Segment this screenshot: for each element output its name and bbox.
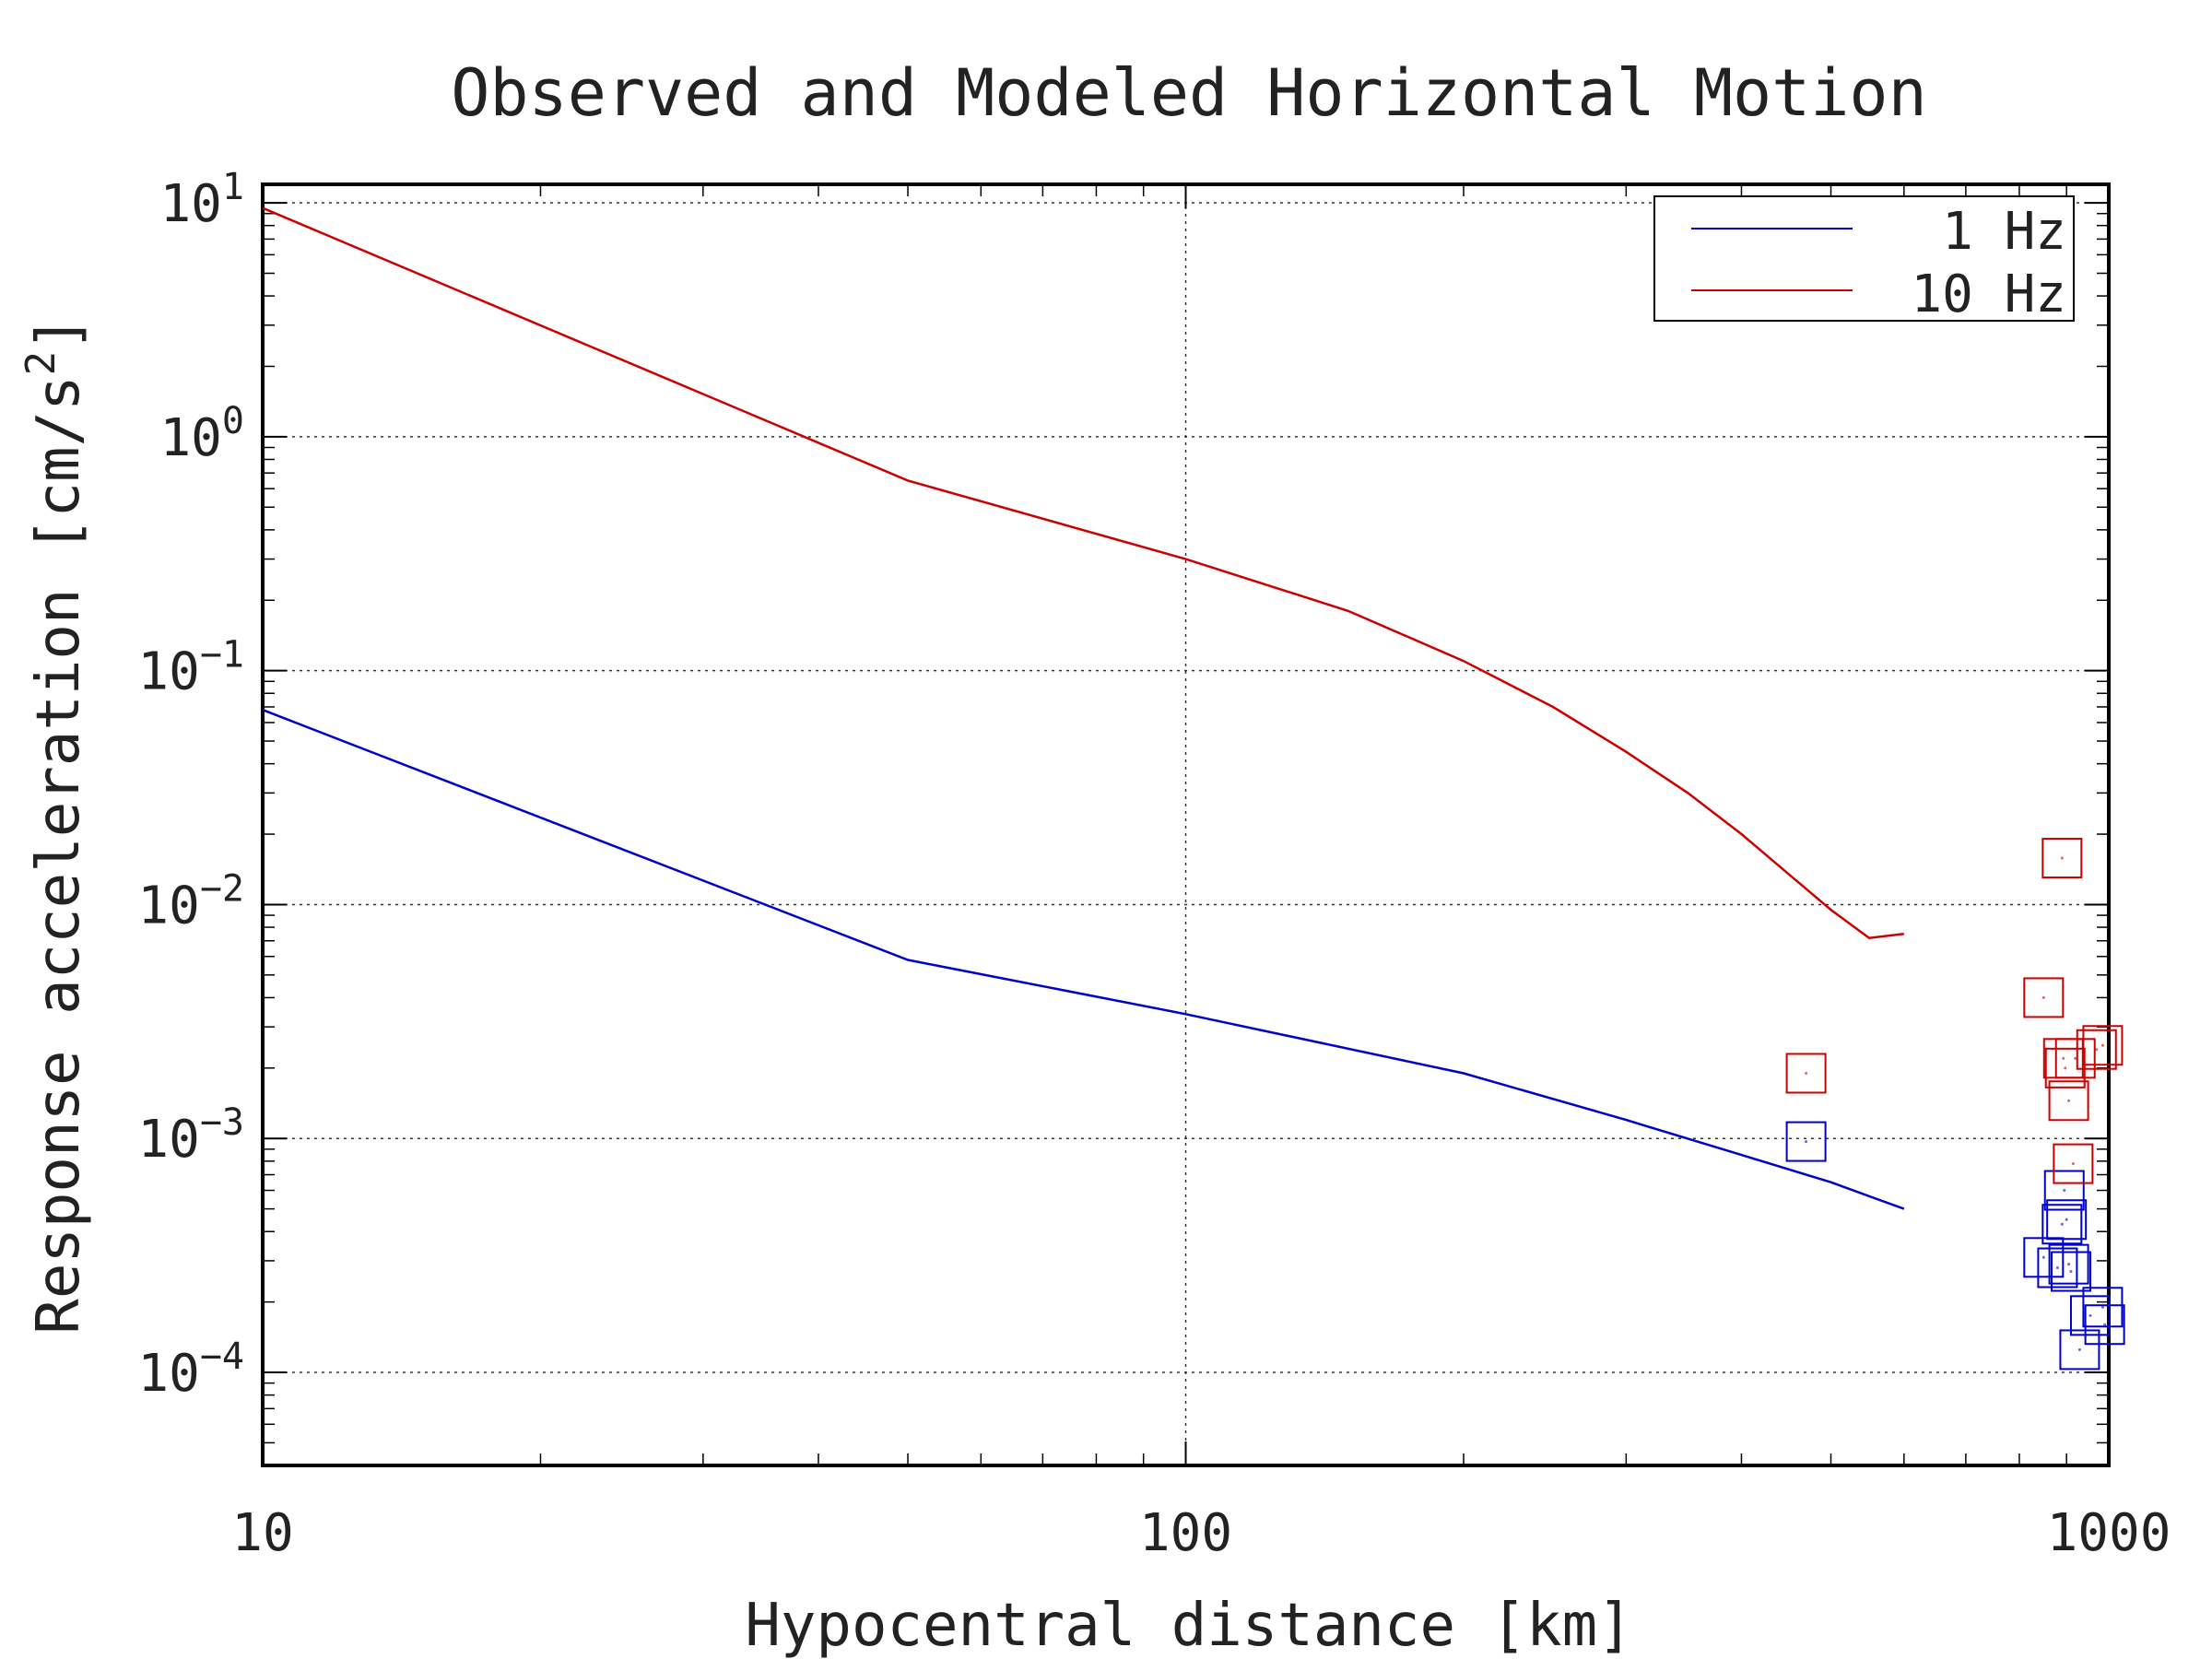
observed-point-center-1hz [2060, 1222, 2064, 1226]
y-tick-base: 10 [159, 174, 221, 234]
observed-point-1hz [2082, 1287, 2124, 1328]
observed-point-1hz [2048, 1243, 2089, 1285]
y-tick-label: 10−3 [137, 1101, 244, 1170]
observed-point-10hz [2082, 1025, 2124, 1066]
model-line-10hz [262, 206, 1904, 939]
y-tick-base: 10 [137, 1344, 199, 1404]
model-line-1hz [262, 709, 1905, 1210]
observed-point-1hz [1785, 1121, 1827, 1162]
y-tick-label: 10−1 [137, 634, 244, 702]
observed-point-center-1hz [2069, 1270, 2073, 1274]
observed-point-center-10hz [2071, 1162, 2075, 1166]
observed-point-1hz [2037, 1247, 2078, 1288]
x-tick-label: 1000 [2047, 1503, 2171, 1563]
legend-label-1hz: 1 Hz [1942, 202, 2066, 262]
y-tick-label: 101 [159, 166, 244, 234]
observed-point-center-1hz [1805, 1140, 1808, 1144]
plot-area [261, 182, 2125, 1467]
y-tick-label: 100 [159, 400, 244, 468]
y-tick-exponent: −3 [200, 1101, 244, 1144]
observed-point-center-1hz [2100, 1305, 2104, 1309]
y-tick-base: 10 [137, 642, 199, 702]
y-tick-exponent: −4 [200, 1335, 244, 1378]
x-tick-label: 10 [231, 1503, 293, 1563]
observed-point-center-10hz [2067, 1099, 2071, 1102]
y-tick-exponent: 1 [222, 166, 244, 208]
observed-point-center-1hz [2055, 1266, 2059, 1270]
y-tick-exponent: −1 [200, 634, 244, 677]
y-tick-exponent: −2 [200, 867, 244, 910]
observed-point-10hz [2054, 1038, 2096, 1079]
y-axis-label-main: Response acceleration [cm/s [25, 375, 93, 1334]
observed-point-10hz [2048, 1080, 2089, 1122]
markers-layer [1785, 838, 2125, 1371]
observed-point-1hz [2084, 1304, 2125, 1346]
observed-point-center-1hz [2041, 1255, 2045, 1259]
y-tick-base: 10 [137, 1110, 199, 1170]
y-axis-label: Response acceleration [cm/s2] [18, 315, 93, 1334]
observed-point-center-10hz [2041, 995, 2045, 999]
observed-point-1hz [2069, 1295, 2111, 1336]
observed-point-center-10hz [2064, 1066, 2067, 1070]
y-tick-exponent: 0 [222, 400, 244, 442]
observed-point-10hz [2041, 838, 2083, 879]
legend-label-10hz: 10 Hz [1911, 265, 2066, 324]
observed-point-center-10hz [2060, 856, 2064, 860]
observed-point-10hz [2053, 1143, 2094, 1184]
observed-point-1hz [2043, 1170, 2085, 1211]
x-axis-label: Hypocentral distance [km] [745, 1592, 1632, 1659]
observed-point-center-1hz [2103, 1323, 2107, 1326]
observed-point-center-1hz [2088, 1313, 2092, 1317]
observed-point-10hz [1785, 1053, 1827, 1094]
series-layer [262, 206, 1905, 1210]
observed-point-center-1hz [2065, 1218, 2068, 1221]
observed-point-10hz [2076, 1029, 2117, 1070]
observed-point-1hz [2041, 1204, 2083, 1245]
y-axis-label-end: ] [25, 315, 93, 351]
y-axis-label-sup: 2 [18, 351, 65, 376]
observed-point-center-10hz [1805, 1071, 1808, 1075]
observed-point-center-10hz [2100, 1043, 2104, 1047]
chart-title: Observed and Modeled Horizontal Motion [451, 55, 1926, 131]
y-tick-base: 10 [159, 408, 221, 468]
observed-point-center-10hz [2095, 1048, 2099, 1052]
minor-ticks [262, 184, 2110, 1465]
observed-point-1hz [2050, 1251, 2091, 1292]
y-tick-label: 10−2 [137, 867, 244, 935]
legend: 1 Hz 10 Hz [1653, 195, 2075, 324]
observed-point-center-1hz [2077, 1347, 2081, 1351]
legend-box [1653, 195, 2075, 322]
observed-point-10hz [2023, 977, 2065, 1018]
observed-point-center-10hz [2062, 1056, 2065, 1060]
y-tick-label: 10−4 [137, 1335, 244, 1404]
observed-point-center-10hz [2074, 1056, 2077, 1060]
y-tick-base: 10 [137, 876, 199, 935]
observed-point-1hz [2046, 1199, 2088, 1241]
observed-point-center-1hz [2067, 1263, 2071, 1266]
x-tick-label: 100 [1139, 1503, 1232, 1563]
grid [263, 184, 2109, 1465]
observed-point-1hz [2059, 1329, 2100, 1371]
x-tick-labels: 10 100 1000 [231, 1503, 2171, 1563]
observed-point-center-1hz [2063, 1189, 2066, 1193]
